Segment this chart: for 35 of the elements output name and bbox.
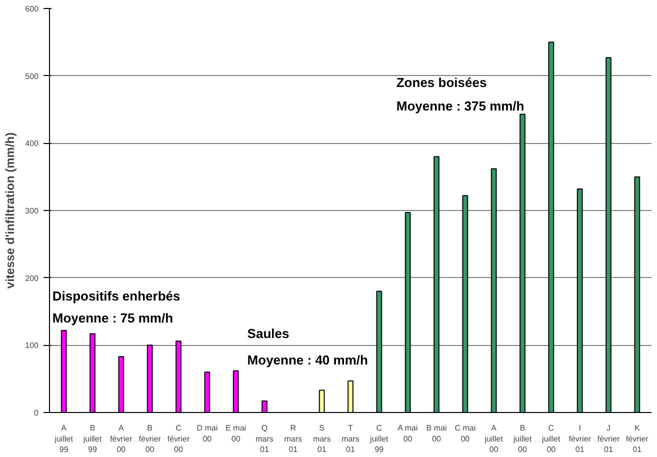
x-tick-label: A février 00 [110, 424, 133, 454]
y-tick-label: 500 [25, 72, 40, 81]
y-tick-label: 200 [25, 274, 40, 283]
annotation: Moyenne : 75 mm/h [52, 310, 174, 326]
x-tick-label: A juillet 00 [484, 424, 504, 454]
x-tick-label: C juillet 00 [541, 424, 562, 454]
x-tick-label: B juillet 99 [82, 424, 102, 454]
x-tick-label: A juillet 99 [54, 424, 74, 454]
x-tick-label: T mars 01 [342, 424, 360, 454]
x-tick-label: D mai 00 [196, 424, 218, 444]
x-tick-label: J février 01 [597, 424, 620, 454]
y-tick-label: 300 [25, 206, 40, 216]
annotation: Saules [247, 326, 290, 342]
x-tick-label: B février 00 [138, 424, 162, 454]
y-tick-label: 400 [25, 139, 40, 148]
x-tick-label: I février 01 [568, 424, 592, 454]
x-tick-label: R mars 01 [284, 424, 302, 454]
x-tick-label: A mai 00 [398, 424, 418, 444]
y-tick-label: 0 [34, 408, 40, 418]
y-tick-label: 600 [25, 4, 40, 14]
annotation: Moyenne : 375 mm/h [396, 98, 524, 114]
annotation: Zones boisées [396, 75, 487, 90]
annotation: Moyenne : 40 mm/h [247, 352, 368, 368]
x-tick-label: E mai 00 [226, 424, 246, 444]
x-tick-label: B mai 00 [426, 424, 447, 444]
annotation: Dispositifs enherbés [52, 288, 180, 304]
y-axis-title: vitesse d'infiltration (mm/h) [3, 132, 18, 289]
x-tick-label: C février 00 [167, 424, 190, 454]
x-tick-label: S mars 01 [312, 424, 331, 454]
y-tick-label: 100 [25, 341, 40, 350]
x-tick-label: Q mars 01 [256, 424, 274, 454]
x-tick-label: K février 01 [626, 424, 649, 454]
x-tick-label: B juillet 00 [512, 424, 532, 454]
x-tick-label: C mai 00 [454, 424, 476, 444]
x-tick-label: C juillet 99 [369, 424, 390, 454]
